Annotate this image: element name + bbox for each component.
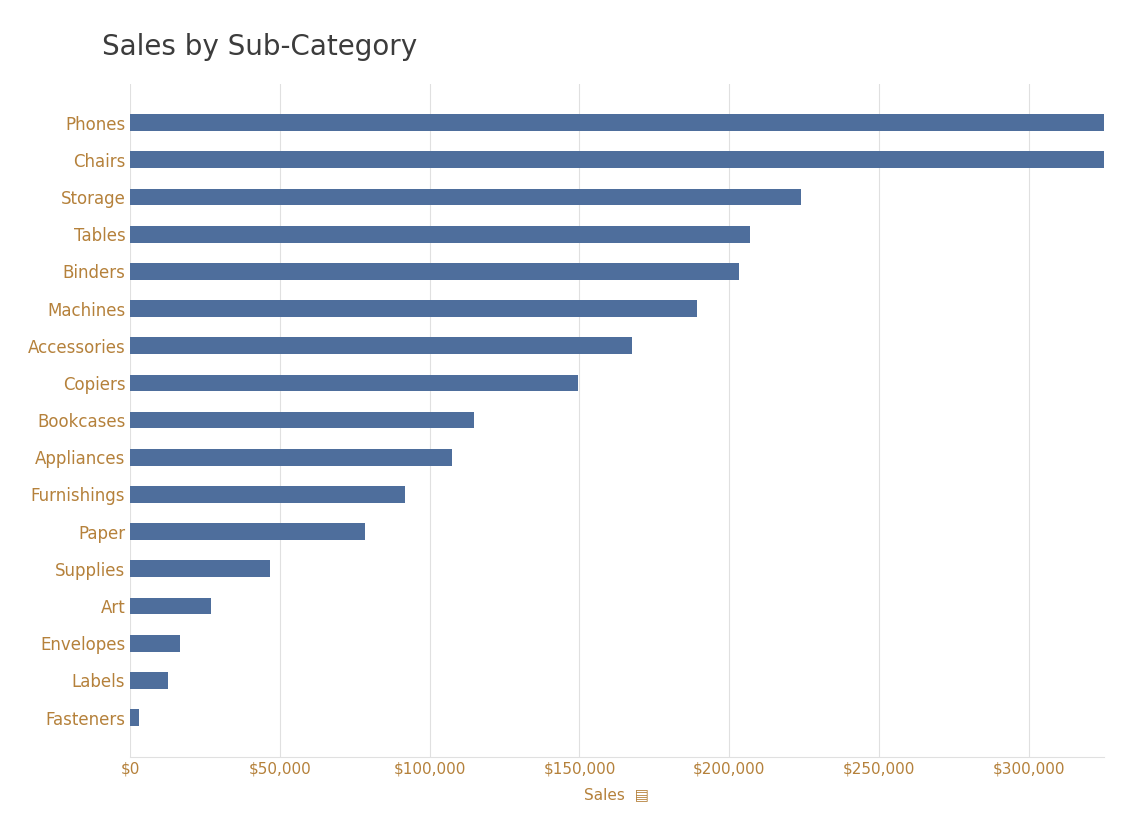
Bar <box>130 300 697 317</box>
Bar <box>130 672 168 689</box>
Bar <box>130 523 366 540</box>
Bar <box>130 151 1114 168</box>
Bar <box>130 560 271 577</box>
Bar <box>130 338 632 354</box>
Bar <box>130 411 474 429</box>
X-axis label: Sales  ▤: Sales ▤ <box>584 788 650 803</box>
Bar <box>130 486 405 502</box>
Bar <box>130 263 739 280</box>
Bar <box>130 449 453 466</box>
Bar <box>130 598 212 614</box>
Bar <box>130 635 180 651</box>
Bar <box>130 189 800 206</box>
Bar <box>130 226 751 242</box>
Bar <box>130 115 1118 131</box>
Bar <box>130 709 139 726</box>
Text: Sales by Sub-Category: Sales by Sub-Category <box>102 33 417 61</box>
Bar <box>130 375 578 391</box>
